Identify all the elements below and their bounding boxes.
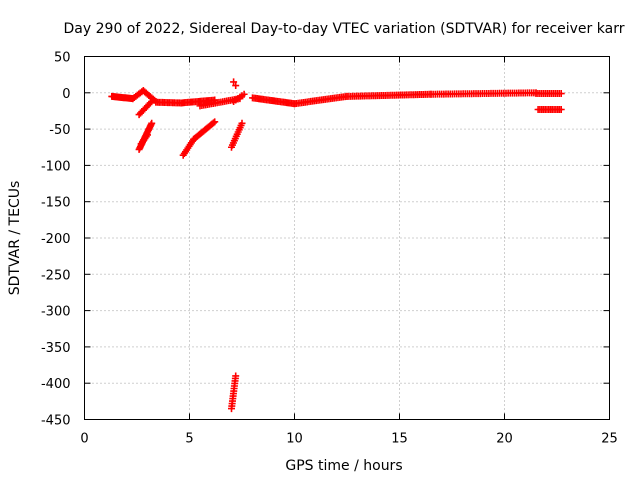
- y-tick-label: -100: [41, 159, 71, 174]
- y-tick-label: -250: [41, 268, 71, 283]
- data-points: [108, 78, 565, 413]
- chart-title: Day 290 of 2022, Sidereal Day-to-day VTE…: [64, 21, 625, 37]
- data-point: [232, 82, 240, 90]
- x-tick-labels: 0 5 10 15 20 25: [80, 432, 617, 447]
- x-tick-label: 25: [601, 432, 618, 447]
- y-tick-label: -350: [41, 341, 71, 356]
- data-point: [209, 119, 217, 127]
- x-tick-label: 0: [80, 432, 88, 447]
- y-tick-label: 50: [54, 51, 71, 66]
- axis-ticks: [84, 56, 610, 420]
- data-point: [238, 119, 246, 127]
- y-tick-label: -400: [41, 377, 71, 392]
- x-axis-label: GPS time / hours: [285, 458, 402, 474]
- x-tick-label: 15: [391, 432, 408, 447]
- data-point: [211, 118, 219, 126]
- grid-lines: [84, 56, 610, 420]
- y-tick-label: -150: [41, 196, 71, 211]
- y-tick-label: -200: [41, 232, 71, 247]
- data-point: [230, 78, 238, 86]
- y-tick-label: 0: [62, 87, 70, 102]
- y-tick-label: -300: [41, 305, 71, 320]
- y-axis-label: SDTVAR / TECUs: [7, 181, 23, 296]
- data-point: [148, 119, 156, 127]
- data-point: [144, 131, 151, 139]
- x-tick-label: 5: [185, 432, 193, 447]
- data-point: [557, 90, 565, 98]
- y-tick-labels: 50 0 -50 -100 -150 -200 -250 -300 -350 -400 -450: [41, 51, 71, 429]
- data-point: [557, 105, 565, 113]
- data-point: [232, 372, 240, 380]
- y-tick-label: -450: [41, 414, 71, 429]
- x-tick-label: 20: [496, 432, 513, 447]
- x-tick-label: 10: [286, 432, 303, 447]
- y-tick-label: -50: [49, 123, 70, 138]
- plot-frame: [84, 56, 610, 420]
- data-point: [240, 90, 248, 98]
